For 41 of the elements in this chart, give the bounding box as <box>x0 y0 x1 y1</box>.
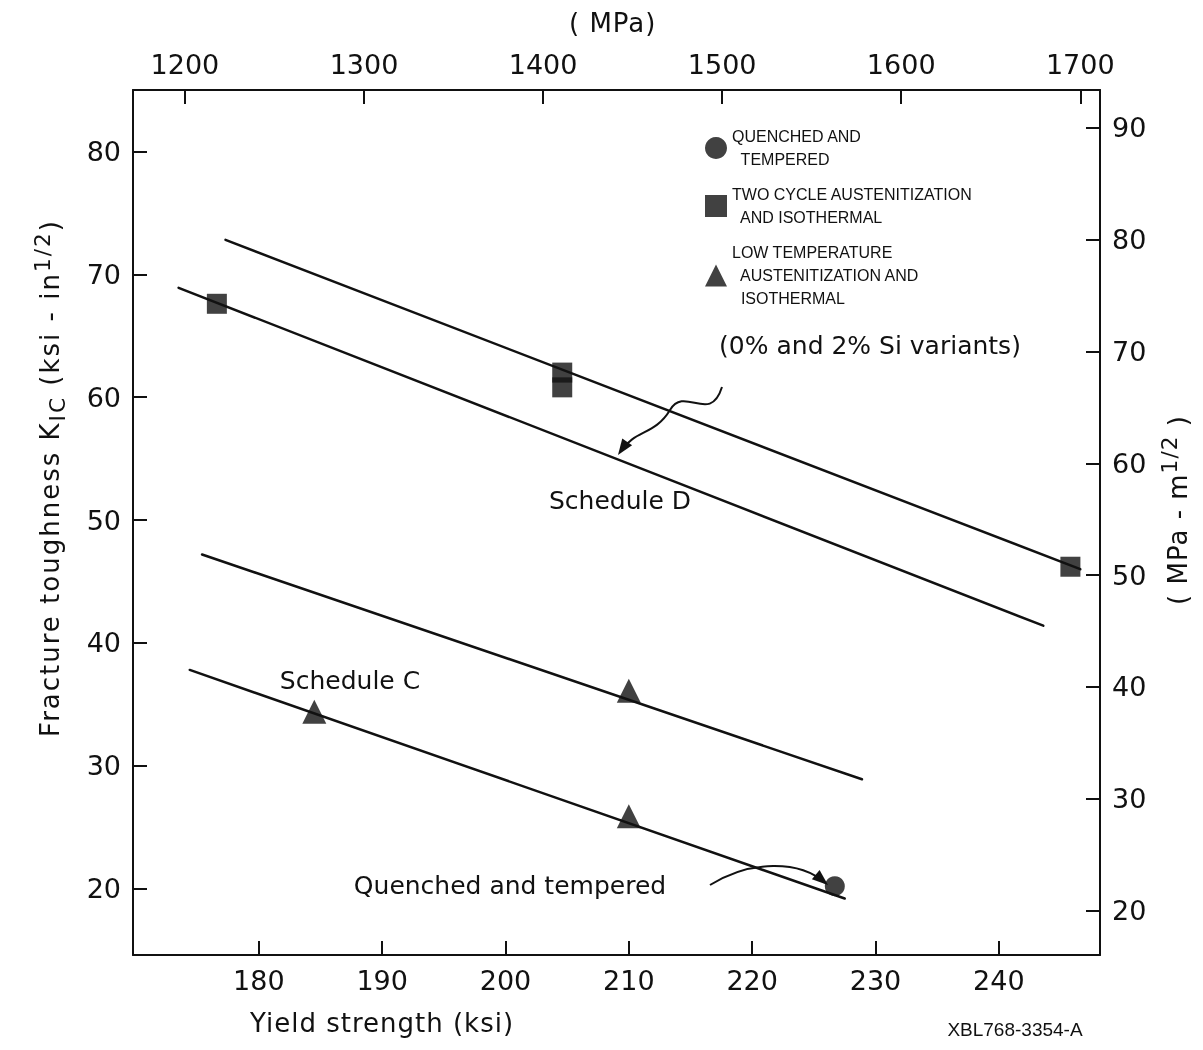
y2-tick-label: 40 <box>1112 671 1147 703</box>
x-tick-label: 210 <box>603 965 655 996</box>
y-tick-label: 50 <box>86 504 121 536</box>
text: XBL768-3354-A <box>947 1019 1083 1041</box>
x2-tick-label: 1500 <box>687 49 757 80</box>
y-tick-label: 70 <box>86 258 121 290</box>
x2-tick-label: 1300 <box>329 49 399 80</box>
y2-tick-label: 90 <box>1112 112 1147 144</box>
annotation: Schedule C <box>279 665 421 695</box>
point <box>302 699 327 724</box>
y2-tick-label: 60 <box>1112 447 1147 479</box>
x2-tick-label: 1200 <box>150 49 220 80</box>
y2-tick-label: 70 <box>1112 336 1147 368</box>
annotation: Quenched and tempered <box>353 870 667 900</box>
y-tick-label: 80 <box>86 135 121 167</box>
annotation: (0% and 2% Si variants) <box>719 330 1021 360</box>
y-tick-label: 60 <box>86 381 121 413</box>
annotation: Schedule D <box>548 485 692 515</box>
x-axis-title: Yield strength (ksi) <box>250 1008 515 1038</box>
y2-tick-label: 80 <box>1112 224 1147 256</box>
point <box>824 876 845 897</box>
legend-label: LOW TEMPERATURE AUSTENITIZATION AND ISOTHERMAL <box>732 244 919 307</box>
x-tick-label: 230 <box>849 965 902 996</box>
y-tick-label: 30 <box>86 750 121 782</box>
y2-tick-label: 30 <box>1112 783 1147 815</box>
y-tick-label: 20 <box>86 873 121 905</box>
x2-tick-label: 1600 <box>866 49 936 80</box>
x-tick-label: 240 <box>973 965 1025 996</box>
x-tick-label: 180 <box>233 965 285 996</box>
legend-label: TWO CYCLE AUSTENITIZATION AND ISOTHERMAL <box>732 186 972 226</box>
x2-tick-label: 1400 <box>508 49 578 80</box>
y2-tick-label: 20 <box>1112 894 1147 926</box>
x-tick-label: 190 <box>356 965 408 996</box>
x-tick-label: 220 <box>726 965 778 996</box>
point <box>552 377 573 398</box>
x-tick-label: 200 <box>479 965 532 996</box>
y2-tick-label: 50 <box>1112 559 1147 591</box>
x2-tick-label: 1700 <box>1045 49 1115 80</box>
legend-label: QUENCHED AND TEMPERED <box>732 128 861 168</box>
x2-axis-title: ( MPa) <box>569 8 657 38</box>
y-tick-label: 40 <box>86 627 121 659</box>
